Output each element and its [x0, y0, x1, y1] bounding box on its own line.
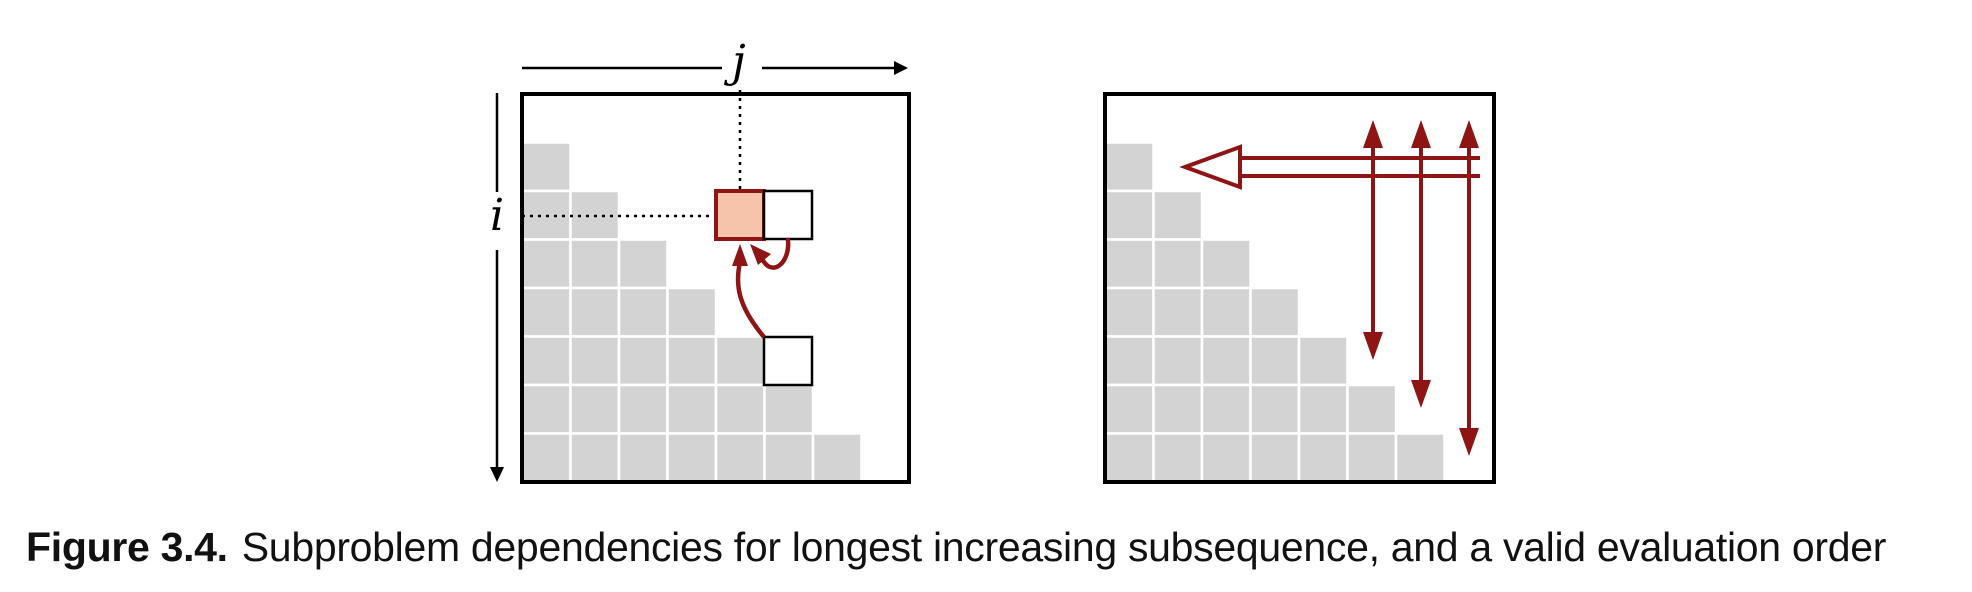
dependency-arrow-curve-head [732, 244, 748, 266]
table-cell [1346, 383, 1398, 435]
table-cell [1200, 286, 1252, 338]
table-cell [763, 383, 815, 435]
table-cell [1200, 383, 1252, 435]
table-cell [1152, 238, 1204, 290]
table-cell [1249, 383, 1301, 435]
table-cell [1152, 383, 1204, 435]
table-cell [666, 432, 718, 484]
table-cell [1103, 189, 1155, 241]
row-order-arrow-head [1179, 144, 1242, 190]
figure-caption: Figure 3.4. Subproblem dependencies for l… [26, 524, 1956, 571]
right-panel-evaluation-order [1103, 92, 1496, 484]
table-cell [1297, 383, 1349, 435]
dependency-arrow-curve [735, 261, 766, 339]
table-cell [1103, 286, 1155, 338]
table-cell [1394, 432, 1446, 484]
table-cell [714, 383, 766, 435]
i-axis-arrowhead [490, 467, 504, 482]
dependency-cell-below [762, 335, 814, 387]
table-cell [714, 432, 766, 484]
table-cell [1200, 432, 1252, 484]
left-panel-dependencies: j i [490, 36, 911, 484]
table-cell [1103, 238, 1155, 290]
table-cell [617, 286, 669, 338]
table-cell [811, 432, 863, 484]
right-table-frame [1103, 92, 1496, 484]
table-cell [569, 432, 621, 484]
table-cell [617, 238, 669, 290]
table-cell [1249, 432, 1301, 484]
table-cell [1152, 286, 1204, 338]
table-cell [1152, 189, 1204, 241]
left-table-frame [520, 92, 911, 484]
table-cell [520, 335, 572, 387]
table-cell [569, 286, 621, 338]
table-cell [520, 141, 572, 193]
table-cell [617, 383, 669, 435]
table-cell [666, 383, 718, 435]
table-cell [617, 335, 669, 387]
table-cell [1297, 335, 1349, 387]
table-cell [520, 383, 572, 435]
table-cell [617, 432, 669, 484]
table-cell [520, 286, 572, 338]
right-staircase-cells [1103, 141, 1446, 484]
j-axis-label: j [723, 36, 746, 87]
table-cell [1103, 383, 1155, 435]
table-cell [1103, 335, 1155, 387]
dependency-arrow-hook [757, 237, 791, 270]
column-order-arrow-3 [1459, 120, 1479, 456]
table-cell [763, 432, 815, 484]
table-cell [1249, 286, 1301, 338]
target-cell-i-j [714, 189, 766, 241]
i-axis-label: i [490, 190, 504, 241]
table-cell [714, 335, 766, 387]
table-cell [520, 432, 572, 484]
table-cell [1152, 432, 1204, 484]
table-cell [569, 335, 621, 387]
column-order-arrow-2 [1411, 120, 1431, 408]
table-cell [666, 286, 718, 338]
table-cell [569, 383, 621, 435]
dependency-cell-right [762, 189, 814, 241]
table-cell [569, 238, 621, 290]
caption-text: Subproblem dependencies for longest incr… [241, 524, 1887, 570]
column-order-arrow-1 [1363, 120, 1383, 360]
dependency-arrow-hook-head [750, 244, 771, 265]
table-cell [1200, 335, 1252, 387]
table-cell [1103, 141, 1155, 193]
table-cell [1346, 432, 1398, 484]
table-cell [1249, 335, 1301, 387]
table-cell [666, 335, 718, 387]
table-cell [1297, 432, 1349, 484]
table-cell [1200, 238, 1252, 290]
table-cell [1152, 335, 1204, 387]
table-cell [520, 238, 572, 290]
figure-label: Figure 3.4. [26, 524, 228, 570]
table-cell [1103, 432, 1155, 484]
j-axis-arrowhead [894, 61, 908, 75]
